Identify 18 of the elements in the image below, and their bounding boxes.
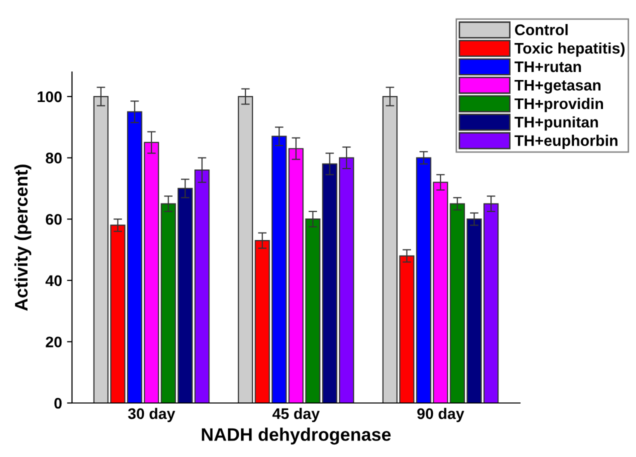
y-axis-title: Activity (percent) [14,164,32,311]
legend-label: TH+rutan [514,61,581,72]
legend-label: TH+punitan [514,116,598,131]
x-axis-title: NADH dehydrogenase [202,428,391,445]
legend-label: TH+euphorbin [514,134,618,150]
legend-label: TH+providin [514,98,603,112]
y-tick-label: 60 [46,214,62,225]
x-tick-label: 90 day [417,408,464,422]
y-tick-label: 40 [46,275,62,286]
legend-label: TH+getasan [514,80,600,94]
legend-label: Control [515,24,568,36]
x-tick-label: 45 day [272,408,320,422]
legend-label: Toxic hepatitis) [514,42,625,57]
y-tick-label: 100 [38,91,62,102]
y-tick-label: 20 [46,336,62,348]
y-tick-label: 80 [46,152,62,164]
x-tick-label: 30 day [128,408,176,422]
y-tick-label: 0 [54,398,62,409]
